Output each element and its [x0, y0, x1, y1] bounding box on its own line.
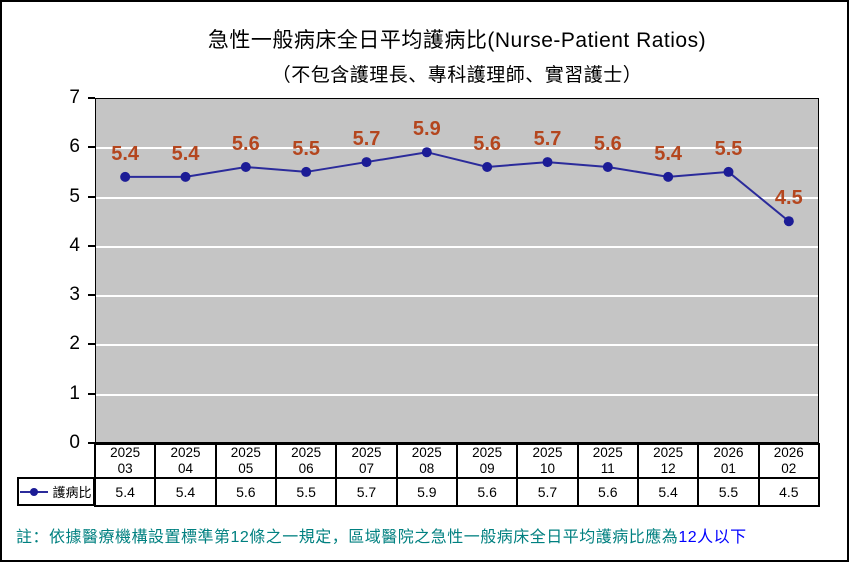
y-axis-tick-label: 1	[69, 382, 80, 404]
value-cell: 5.4	[93, 477, 157, 507]
category-row: 2025 03 2025 04 2025 05 2025 06 2025 07 2025 …	[93, 443, 821, 479]
data-point-marker	[723, 166, 734, 177]
category-cell: 2025 10	[516, 443, 579, 479]
data-point-marker	[361, 157, 372, 168]
data-point-marker	[301, 166, 312, 177]
value-cell: 5.6	[455, 477, 519, 507]
y-axis-tick-label: 0	[69, 432, 80, 453]
value-cell: 5.4	[154, 477, 217, 507]
category-cell: 2025 03	[93, 443, 157, 479]
data-point-marker	[421, 147, 432, 158]
y-axis-tick-mark	[88, 244, 95, 247]
data-point-marker	[482, 162, 493, 172]
legend-line-marker-icon	[20, 487, 49, 496]
category-cell: 2025 05	[214, 443, 277, 479]
footnote-text: 註：依據醫療機構設置標準第12條之一規定，區域醫院之急性一般病床全日平均護病比應…	[16, 529, 679, 546]
category-cell: 2025 06	[274, 443, 338, 479]
data-label: 5.4	[172, 143, 201, 165]
category-cell: 2025 12	[636, 443, 700, 479]
data-label: 5.6	[232, 133, 260, 155]
category-cell: 2025 08	[395, 443, 458, 479]
data-label: 5.7	[534, 128, 562, 150]
value-cell: 4.5	[757, 477, 821, 507]
value-cell: 5.7	[335, 477, 398, 507]
category-cell: 2025 04	[154, 443, 217, 479]
data-point-marker	[542, 157, 553, 168]
value-cell: 5.9	[395, 477, 458, 507]
data-table: 2025 03 2025 04 2025 05 2025 06 2025 07 2025 …	[93, 443, 821, 507]
gridline	[96, 245, 818, 248]
data-table-body: 2025 03 2025 04 2025 05 2025 06 2025 07 2025 …	[93, 443, 821, 507]
footnote: 註：依據醫療機構設置標準第12條之一規定，區域醫院之急性一般病床全日平均護病比應…	[16, 523, 840, 547]
data-label: 5.6	[594, 133, 622, 155]
y-axis-tick-mark	[88, 343, 95, 346]
y-axis-tick-label: 5	[69, 185, 80, 207]
category-cell: 2025 11	[576, 443, 639, 479]
data-label: 4.5	[775, 187, 803, 209]
chart-title: 急性一般病床全日平均護病比(Nurse-Patient Ratios)	[207, 29, 707, 52]
data-label: 5.5	[715, 138, 743, 160]
y-axis-tick-mark	[88, 97, 95, 99]
value-cell: 5.5	[274, 477, 338, 507]
series-line	[125, 151, 790, 222]
gridline	[96, 344, 818, 347]
data-point-marker	[120, 171, 131, 182]
chart-subtitle: （不包含護理長、專科護理師、實習護士）	[271, 65, 643, 86]
data-label: 5.4	[111, 143, 140, 165]
legend-label: 護病比	[52, 485, 92, 500]
value-cell: 5.4	[636, 477, 700, 507]
plot-area	[95, 98, 819, 443]
y-axis-tick-label: 3	[69, 284, 80, 306]
data-label: 5.4	[654, 143, 683, 165]
data-point-marker	[663, 171, 674, 182]
line-chart-svg: 5.4 5.4 5.6 5.5 5.7 5.9 5.6 5.7 5.6 5.4 5.5 4.5	[111, 118, 803, 227]
data-label: 5.6	[473, 133, 501, 155]
category-cell: 2026 01	[697, 443, 760, 479]
gridline	[96, 196, 818, 199]
data-point-marker	[783, 216, 794, 227]
gridline	[96, 295, 818, 298]
legend-marker	[30, 487, 39, 496]
y-axis-tick-mark	[88, 442, 95, 444]
y-axis-tick-mark	[88, 392, 95, 395]
gridline	[96, 147, 818, 150]
value-cell: 5.7	[516, 477, 579, 507]
data-label: 5.5	[292, 138, 320, 160]
data-point-marker	[240, 162, 251, 172]
y-axis-tick-label: 4	[69, 234, 80, 256]
data-label: 5.9	[413, 118, 441, 140]
y-axis-tick-mark	[88, 146, 95, 149]
gridline	[96, 393, 818, 396]
y-axis-tick-label: 2	[69, 333, 80, 355]
value-row: 5.4 5.4 5.6 5.5 5.7 5.9 5.6 5.7 5.6 5.4 5.5 4.5	[93, 477, 821, 507]
category-cell: 2025 09	[455, 443, 519, 479]
legend-cell: 護病比	[17, 477, 95, 506]
data-point-marker	[602, 162, 613, 172]
value-cell: 5.6	[214, 477, 277, 507]
y-axis-tick-label: 6	[69, 136, 80, 158]
y-axis-tick-mark	[88, 195, 95, 198]
data-label: 5.7	[353, 128, 381, 150]
y-axis-tick-mark	[88, 294, 95, 297]
category-cell: 2026 02	[757, 443, 821, 479]
footnote-highlight: 12人以下	[678, 529, 747, 546]
data-point-marker	[180, 171, 191, 182]
y-axis-tick-label: 7	[69, 87, 80, 108]
category-cell: 2025 07	[335, 443, 398, 479]
value-cell: 5.5	[697, 477, 760, 507]
value-cell: 5.6	[576, 477, 639, 507]
